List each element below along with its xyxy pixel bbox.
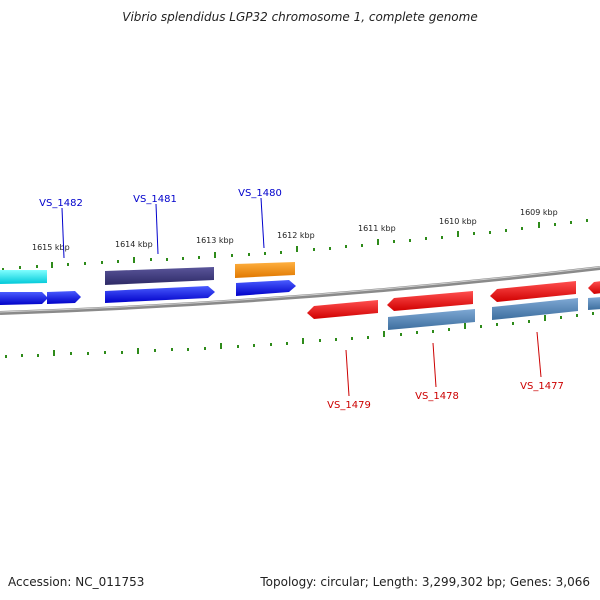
gene-feature[interactable] — [490, 281, 576, 302]
gene-label-plus[interactable]: VS_1480 — [238, 188, 282, 199]
gene-feature[interactable] — [235, 262, 295, 278]
gene-feature[interactable] — [0, 292, 48, 305]
map-title: Vibrio splendidus LGP32 chromosome 1, co… — [122, 10, 478, 24]
outer-tick-ring — [2, 219, 588, 271]
gene-label-plus[interactable]: VS_1481 — [133, 194, 177, 205]
gene-label-minus[interactable]: VS_1479 — [327, 400, 371, 411]
accession-text: Accession: NC_011753 — [8, 575, 145, 589]
gene-feature[interactable] — [47, 291, 81, 304]
gene-label-plus[interactable]: VS_1482 — [39, 198, 83, 209]
gene-feature[interactable] — [588, 297, 600, 310]
gene-feature[interactable] — [307, 300, 378, 319]
plus-strand-features — [0, 262, 296, 305]
genome-backbone — [0, 266, 600, 315]
gene-label-minus[interactable]: VS_1478 — [415, 391, 459, 402]
gene-label-minus[interactable]: VS_1477 — [520, 381, 564, 392]
genome-backbone-highlight — [0, 266, 600, 313]
scale-label: 1610 kbp — [439, 217, 477, 226]
scale-label: 1611 kbp — [358, 224, 396, 233]
gene-label-leaders — [61, 197, 542, 397]
gene-feature[interactable] — [236, 280, 296, 296]
gene-feature[interactable] — [105, 286, 215, 303]
inner-tick-ring — [5, 312, 594, 358]
scale-label: 1614 kbp — [115, 240, 153, 249]
gene-feature[interactable] — [388, 309, 475, 330]
scale-label: 1613 kbp — [196, 236, 234, 245]
gene-feature[interactable] — [492, 298, 578, 320]
minus-strand-features — [307, 281, 600, 330]
gene-feature[interactable] — [0, 270, 47, 284]
scale-label: 1612 kbp — [277, 231, 315, 240]
scale-label: 1615 kbp — [32, 243, 70, 252]
gene-feature[interactable] — [588, 281, 600, 294]
gene-feature[interactable] — [387, 291, 473, 311]
gene-feature[interactable] — [105, 267, 214, 285]
genome-summary-text: Topology: circular; Length: 3,299,302 bp… — [260, 575, 590, 589]
scale-label: 1609 kbp — [520, 208, 558, 217]
